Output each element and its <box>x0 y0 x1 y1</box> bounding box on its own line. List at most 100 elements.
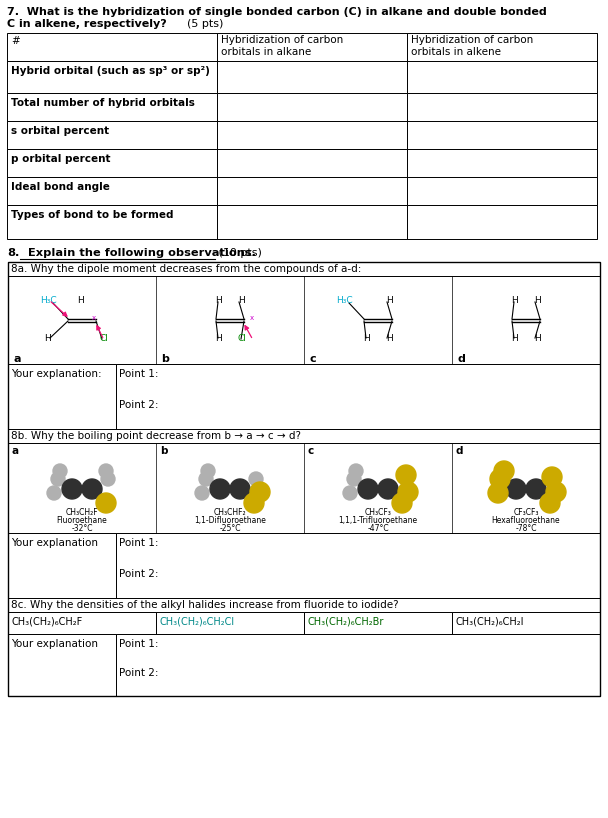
Text: H: H <box>215 334 222 343</box>
Text: C in alkene, respectively?: C in alkene, respectively? <box>7 19 167 29</box>
Circle shape <box>347 472 361 486</box>
Text: 1,1,1-Trifluoroethane: 1,1,1-Trifluoroethane <box>339 516 418 525</box>
Text: (10 pts): (10 pts) <box>215 248 262 258</box>
Circle shape <box>244 493 264 513</box>
Circle shape <box>99 464 113 478</box>
Text: b: b <box>161 354 169 364</box>
Circle shape <box>488 483 508 503</box>
Bar <box>8 276 600 364</box>
Text: CH₃CHF₂: CH₃CHF₂ <box>213 508 246 517</box>
Bar <box>8 612 156 634</box>
Text: 8c. Why the densities of the alkyl halides increase from fluoride to iodide?: 8c. Why the densities of the alkyl halid… <box>11 600 399 610</box>
Text: Your explanation:: Your explanation: <box>11 369 102 379</box>
Text: H: H <box>534 296 541 305</box>
Text: Point 1:: Point 1: <box>119 538 159 548</box>
Text: Point 2:: Point 2: <box>119 569 159 579</box>
Text: H: H <box>511 296 518 305</box>
Bar <box>8 429 600 443</box>
Text: Point 1:: Point 1: <box>119 639 159 649</box>
Text: Cl: Cl <box>99 334 108 343</box>
Bar <box>8 262 600 696</box>
Circle shape <box>82 479 102 499</box>
Circle shape <box>506 479 526 499</box>
Text: -25°C: -25°C <box>219 524 241 533</box>
Text: H: H <box>386 334 393 343</box>
Circle shape <box>546 482 566 502</box>
Bar <box>7 93 217 121</box>
Text: -78°C: -78°C <box>515 524 537 533</box>
Bar <box>217 149 407 177</box>
Bar <box>7 177 217 205</box>
Text: x: x <box>92 315 96 321</box>
Circle shape <box>195 486 209 500</box>
Circle shape <box>230 479 250 499</box>
Bar <box>407 205 597 239</box>
Bar <box>217 205 407 239</box>
Text: H: H <box>215 296 222 305</box>
Text: H: H <box>238 296 245 305</box>
Circle shape <box>249 472 263 486</box>
Bar <box>407 121 597 149</box>
Text: 1,1-Difluoroethane: 1,1-Difluoroethane <box>194 516 266 525</box>
Text: Total number of hybrid orbitals: Total number of hybrid orbitals <box>11 98 195 108</box>
Bar <box>217 93 407 121</box>
Text: H: H <box>363 334 370 343</box>
Bar <box>217 61 407 93</box>
Text: 8.: 8. <box>7 248 19 258</box>
Bar <box>156 612 304 634</box>
Text: c: c <box>308 446 314 456</box>
Text: Hexafluoroethane: Hexafluoroethane <box>492 516 561 525</box>
Text: Hybridization of carbon
orbitals in alkene: Hybridization of carbon orbitals in alke… <box>411 35 533 56</box>
Circle shape <box>96 493 116 513</box>
Text: Cl: Cl <box>238 334 247 343</box>
Bar <box>407 149 597 177</box>
Text: 8a. Why the dipole moment decreases from the compounds of a-d:: 8a. Why the dipole moment decreases from… <box>11 264 361 274</box>
Circle shape <box>101 472 115 486</box>
Text: Explain the following observations.: Explain the following observations. <box>20 248 256 258</box>
Bar <box>217 177 407 205</box>
Text: b: b <box>160 446 167 456</box>
Bar <box>116 364 600 429</box>
Text: s orbital percent: s orbital percent <box>11 126 109 136</box>
Circle shape <box>53 464 67 478</box>
Circle shape <box>358 479 378 499</box>
Bar <box>8 634 116 696</box>
Text: Point 2:: Point 2: <box>119 400 159 410</box>
Bar <box>407 33 597 61</box>
Bar <box>7 121 217 149</box>
Bar <box>7 33 217 61</box>
Bar <box>116 634 600 696</box>
Text: H₃C: H₃C <box>40 296 57 305</box>
Text: CH₃CH₂F: CH₃CH₂F <box>66 508 98 517</box>
Circle shape <box>62 479 82 499</box>
Text: Hybrid orbital (such as sp³ or sp²): Hybrid orbital (such as sp³ or sp²) <box>11 66 210 76</box>
Bar <box>452 612 600 634</box>
Bar <box>7 149 217 177</box>
Text: Your explanation: Your explanation <box>11 639 98 649</box>
Circle shape <box>47 486 61 500</box>
Text: Types of bond to be formed: Types of bond to be formed <box>11 210 173 220</box>
Text: H: H <box>511 334 518 343</box>
Text: Your explanation: Your explanation <box>11 538 98 548</box>
Text: c: c <box>309 354 316 364</box>
Bar <box>8 533 116 598</box>
Circle shape <box>51 472 65 486</box>
Bar <box>217 121 407 149</box>
Circle shape <box>398 482 418 502</box>
Bar <box>217 33 407 61</box>
Circle shape <box>210 479 230 499</box>
Text: d: d <box>457 354 465 364</box>
Circle shape <box>378 479 398 499</box>
Circle shape <box>526 479 546 499</box>
Circle shape <box>494 461 514 481</box>
Text: x: x <box>250 315 254 321</box>
Circle shape <box>542 467 562 487</box>
Text: -32°C: -32°C <box>71 524 93 533</box>
Bar <box>304 612 452 634</box>
Text: CH₃CF₃: CH₃CF₃ <box>365 508 392 517</box>
Bar <box>407 177 597 205</box>
Text: -47°C: -47°C <box>367 524 389 533</box>
Bar <box>407 93 597 121</box>
Text: H: H <box>44 334 50 343</box>
Bar <box>7 61 217 93</box>
